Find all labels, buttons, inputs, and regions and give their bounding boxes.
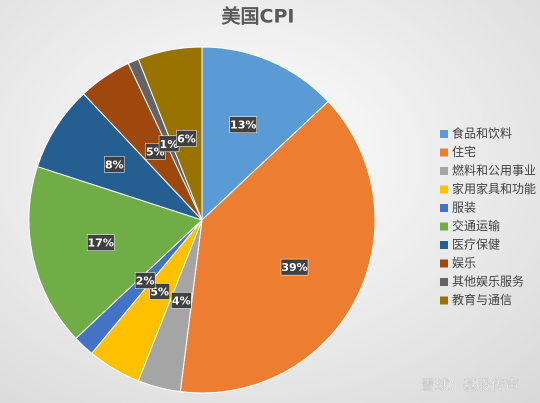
chart-title: 美国CPI bbox=[222, 5, 295, 28]
label-box bbox=[176, 130, 197, 147]
data-label: 17% bbox=[88, 237, 114, 250]
legend-swatch bbox=[440, 241, 448, 249]
legend-swatch bbox=[440, 130, 448, 138]
pie-slice bbox=[28, 165, 203, 340]
label-box bbox=[229, 116, 257, 133]
watermark: 雪球：基股传声 bbox=[421, 377, 519, 394]
pie-slice bbox=[137, 46, 203, 221]
legend-swatch bbox=[440, 167, 448, 175]
label-box bbox=[171, 292, 192, 309]
data-label: 39% bbox=[281, 261, 307, 274]
label-box bbox=[104, 156, 125, 173]
pie-slice bbox=[179, 100, 376, 394]
legend-label: 交通运输 bbox=[452, 218, 500, 233]
label-box bbox=[280, 258, 309, 276]
legend-swatch bbox=[440, 185, 448, 194]
label-box bbox=[86, 234, 115, 251]
data-label: 8% bbox=[105, 158, 124, 171]
legend-swatch bbox=[440, 204, 448, 212]
legend-label: 教育与通信 bbox=[452, 292, 512, 307]
pie-slice bbox=[201, 46, 329, 222]
legend-label: 住宅 bbox=[452, 144, 476, 159]
label-box bbox=[134, 272, 156, 289]
legend-label: 娱乐 bbox=[452, 256, 476, 270]
legend-label: 家用家具和功能 bbox=[452, 181, 536, 196]
legend-swatch bbox=[440, 296, 448, 305]
legend-label: 医疗保健 bbox=[452, 238, 500, 252]
data-label: 4% bbox=[172, 294, 191, 307]
data-label: 13% bbox=[230, 119, 256, 132]
data-label: 6% bbox=[177, 132, 196, 145]
legend-swatch bbox=[440, 148, 448, 157]
legend-swatch bbox=[440, 259, 448, 268]
data-label: 1% bbox=[160, 138, 179, 151]
legend-label: 燃料和公用事业 bbox=[452, 163, 536, 178]
legend-label: 食品和饮料 bbox=[452, 126, 512, 141]
legend-swatch bbox=[440, 222, 448, 231]
legend-swatch bbox=[440, 278, 448, 286]
legend-label: 其他娱乐服务 bbox=[452, 274, 524, 289]
data-label: 2% bbox=[136, 275, 155, 288]
legend-label: 服装 bbox=[452, 201, 476, 215]
